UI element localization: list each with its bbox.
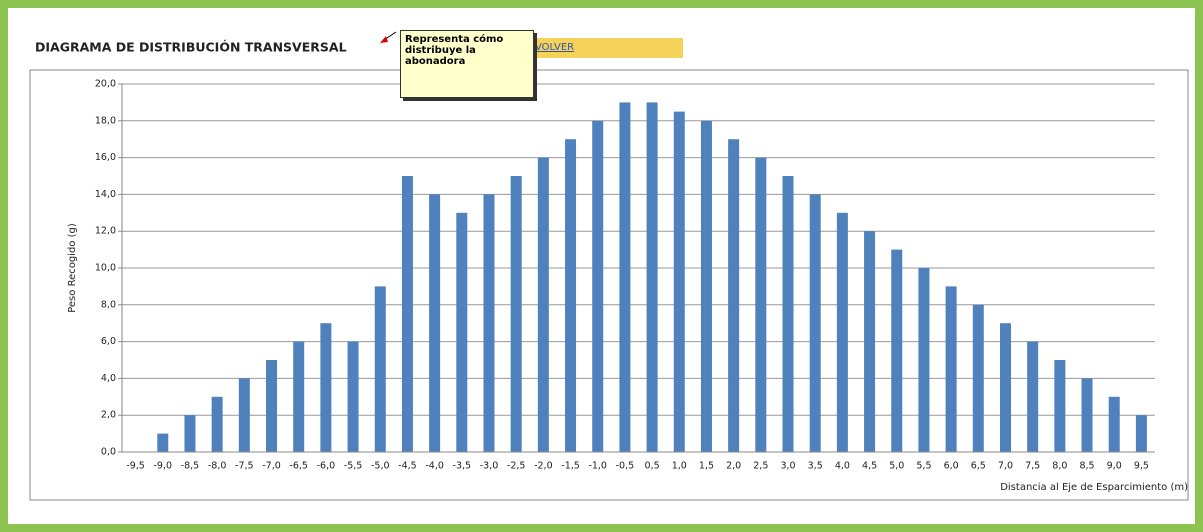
- bar: [592, 120, 604, 453]
- x-tick-label: -4,5: [398, 461, 417, 472]
- x-tick-label: 6,5: [971, 461, 986, 472]
- x-tick-label: -7,0: [262, 461, 281, 472]
- bar: [347, 341, 359, 452]
- bar: [1081, 378, 1093, 452]
- x-tick-label: 1,5: [699, 461, 714, 472]
- x-tick-label: 3,5: [808, 461, 823, 472]
- x-tick-label: -2,5: [507, 461, 526, 472]
- bar: [537, 157, 549, 452]
- y-tick-label: 10,0: [95, 263, 116, 274]
- bar: [836, 212, 848, 452]
- bar: [864, 231, 876, 452]
- bar: [918, 268, 930, 452]
- x-tick-label: 4,5: [862, 461, 877, 472]
- x-tick-label: 2,5: [753, 461, 768, 472]
- bar: [673, 111, 685, 452]
- x-tick-label: 1,0: [672, 461, 687, 472]
- y-tick-label: 8,0: [101, 299, 116, 310]
- x-tick-label: 7,0: [998, 461, 1013, 472]
- chart-frame: [29, 69, 1189, 501]
- x-tick-label: -5,0: [371, 461, 390, 472]
- comment-text: Representa cómo distribuye la abonadora: [405, 34, 504, 67]
- comment-box: Representa cómo distribuye la abonadora: [400, 30, 534, 98]
- bar: [1108, 396, 1120, 452]
- y-tick-label: 6,0: [101, 336, 116, 347]
- bar: [320, 323, 332, 452]
- y-tick-label: 2,0: [101, 410, 116, 421]
- x-tick-label: -7,5: [235, 461, 254, 472]
- link-cell: VOLVER: [535, 38, 683, 58]
- bar: [809, 194, 821, 452]
- bar: [483, 194, 495, 452]
- x-tick-label: 9,5: [1134, 461, 1149, 472]
- bar: [510, 176, 522, 452]
- bar: [456, 212, 468, 452]
- bar: [728, 139, 740, 452]
- y-tick-label: 18,0: [95, 115, 116, 126]
- x-tick-label: 0,5: [645, 461, 660, 472]
- bar: [945, 286, 957, 452]
- bar: [401, 176, 413, 452]
- comment-indicator: [380, 36, 388, 43]
- x-tick-label: 8,5: [1079, 461, 1094, 472]
- bar: [891, 249, 903, 452]
- volver-link[interactable]: VOLVER: [535, 42, 575, 53]
- x-tick-label: 7,5: [1025, 461, 1040, 472]
- x-tick-label: -4,0: [425, 461, 444, 472]
- bar: [1027, 341, 1039, 452]
- y-axis-title: Peso Recogido (g): [67, 223, 78, 313]
- bar: [619, 102, 631, 453]
- bar: [238, 378, 250, 452]
- bar: [1054, 360, 1066, 452]
- x-tick-label: -1,5: [561, 461, 580, 472]
- y-tick-label: 20,0: [95, 79, 116, 90]
- bar: [1135, 415, 1147, 452]
- x-tick-label: 5,0: [889, 461, 904, 472]
- bar: [184, 415, 196, 452]
- x-tick-label: -5,5: [344, 461, 363, 472]
- x-tick-label: -6,5: [289, 461, 308, 472]
- x-tick-label: -3,0: [480, 461, 499, 472]
- bar: [972, 304, 984, 452]
- chart-title: DIAGRAMA DE DISTRIBUCIÓN TRANSVERSAL: [35, 40, 347, 55]
- bar: [782, 176, 794, 452]
- x-tick-label: -0,5: [616, 461, 635, 472]
- bar: [374, 286, 386, 452]
- bar: [700, 120, 712, 453]
- x-tick-label: -8,0: [208, 461, 227, 472]
- bar: [293, 341, 305, 452]
- x-axis-title: Distancia al Eje de Esparcimiento (m): [1000, 482, 1188, 493]
- x-tick-label: -6,0: [317, 461, 336, 472]
- bar: [755, 157, 767, 452]
- x-tick-label: -1,0: [588, 461, 607, 472]
- x-tick-label: -8,5: [181, 461, 200, 472]
- x-tick-label: 5,5: [916, 461, 931, 472]
- bar: [429, 194, 441, 452]
- x-tick-label: -3,5: [453, 461, 472, 472]
- x-tick-label: -9,0: [154, 461, 173, 472]
- bar: [211, 396, 223, 452]
- y-tick-label: 16,0: [95, 152, 116, 163]
- x-tick-label: 8,0: [1052, 461, 1067, 472]
- y-tick-label: 4,0: [101, 373, 116, 384]
- y-tick-label: 12,0: [95, 226, 116, 237]
- x-tick-label: 2,0: [726, 461, 741, 472]
- x-tick-label: 3,0: [780, 461, 795, 472]
- x-tick-label: 4,0: [835, 461, 850, 472]
- x-tick-label: -9,5: [126, 461, 145, 472]
- bar: [157, 433, 169, 452]
- x-tick-label: 9,0: [1107, 461, 1122, 472]
- x-tick-label: -2,0: [534, 461, 553, 472]
- bar: [999, 323, 1011, 452]
- bar: [565, 139, 577, 452]
- bar: [266, 360, 278, 452]
- x-tick-label: 6,0: [944, 461, 959, 472]
- bar: [646, 102, 658, 453]
- y-tick-label: 14,0: [95, 189, 116, 200]
- y-tick-label: 0,0: [101, 447, 116, 458]
